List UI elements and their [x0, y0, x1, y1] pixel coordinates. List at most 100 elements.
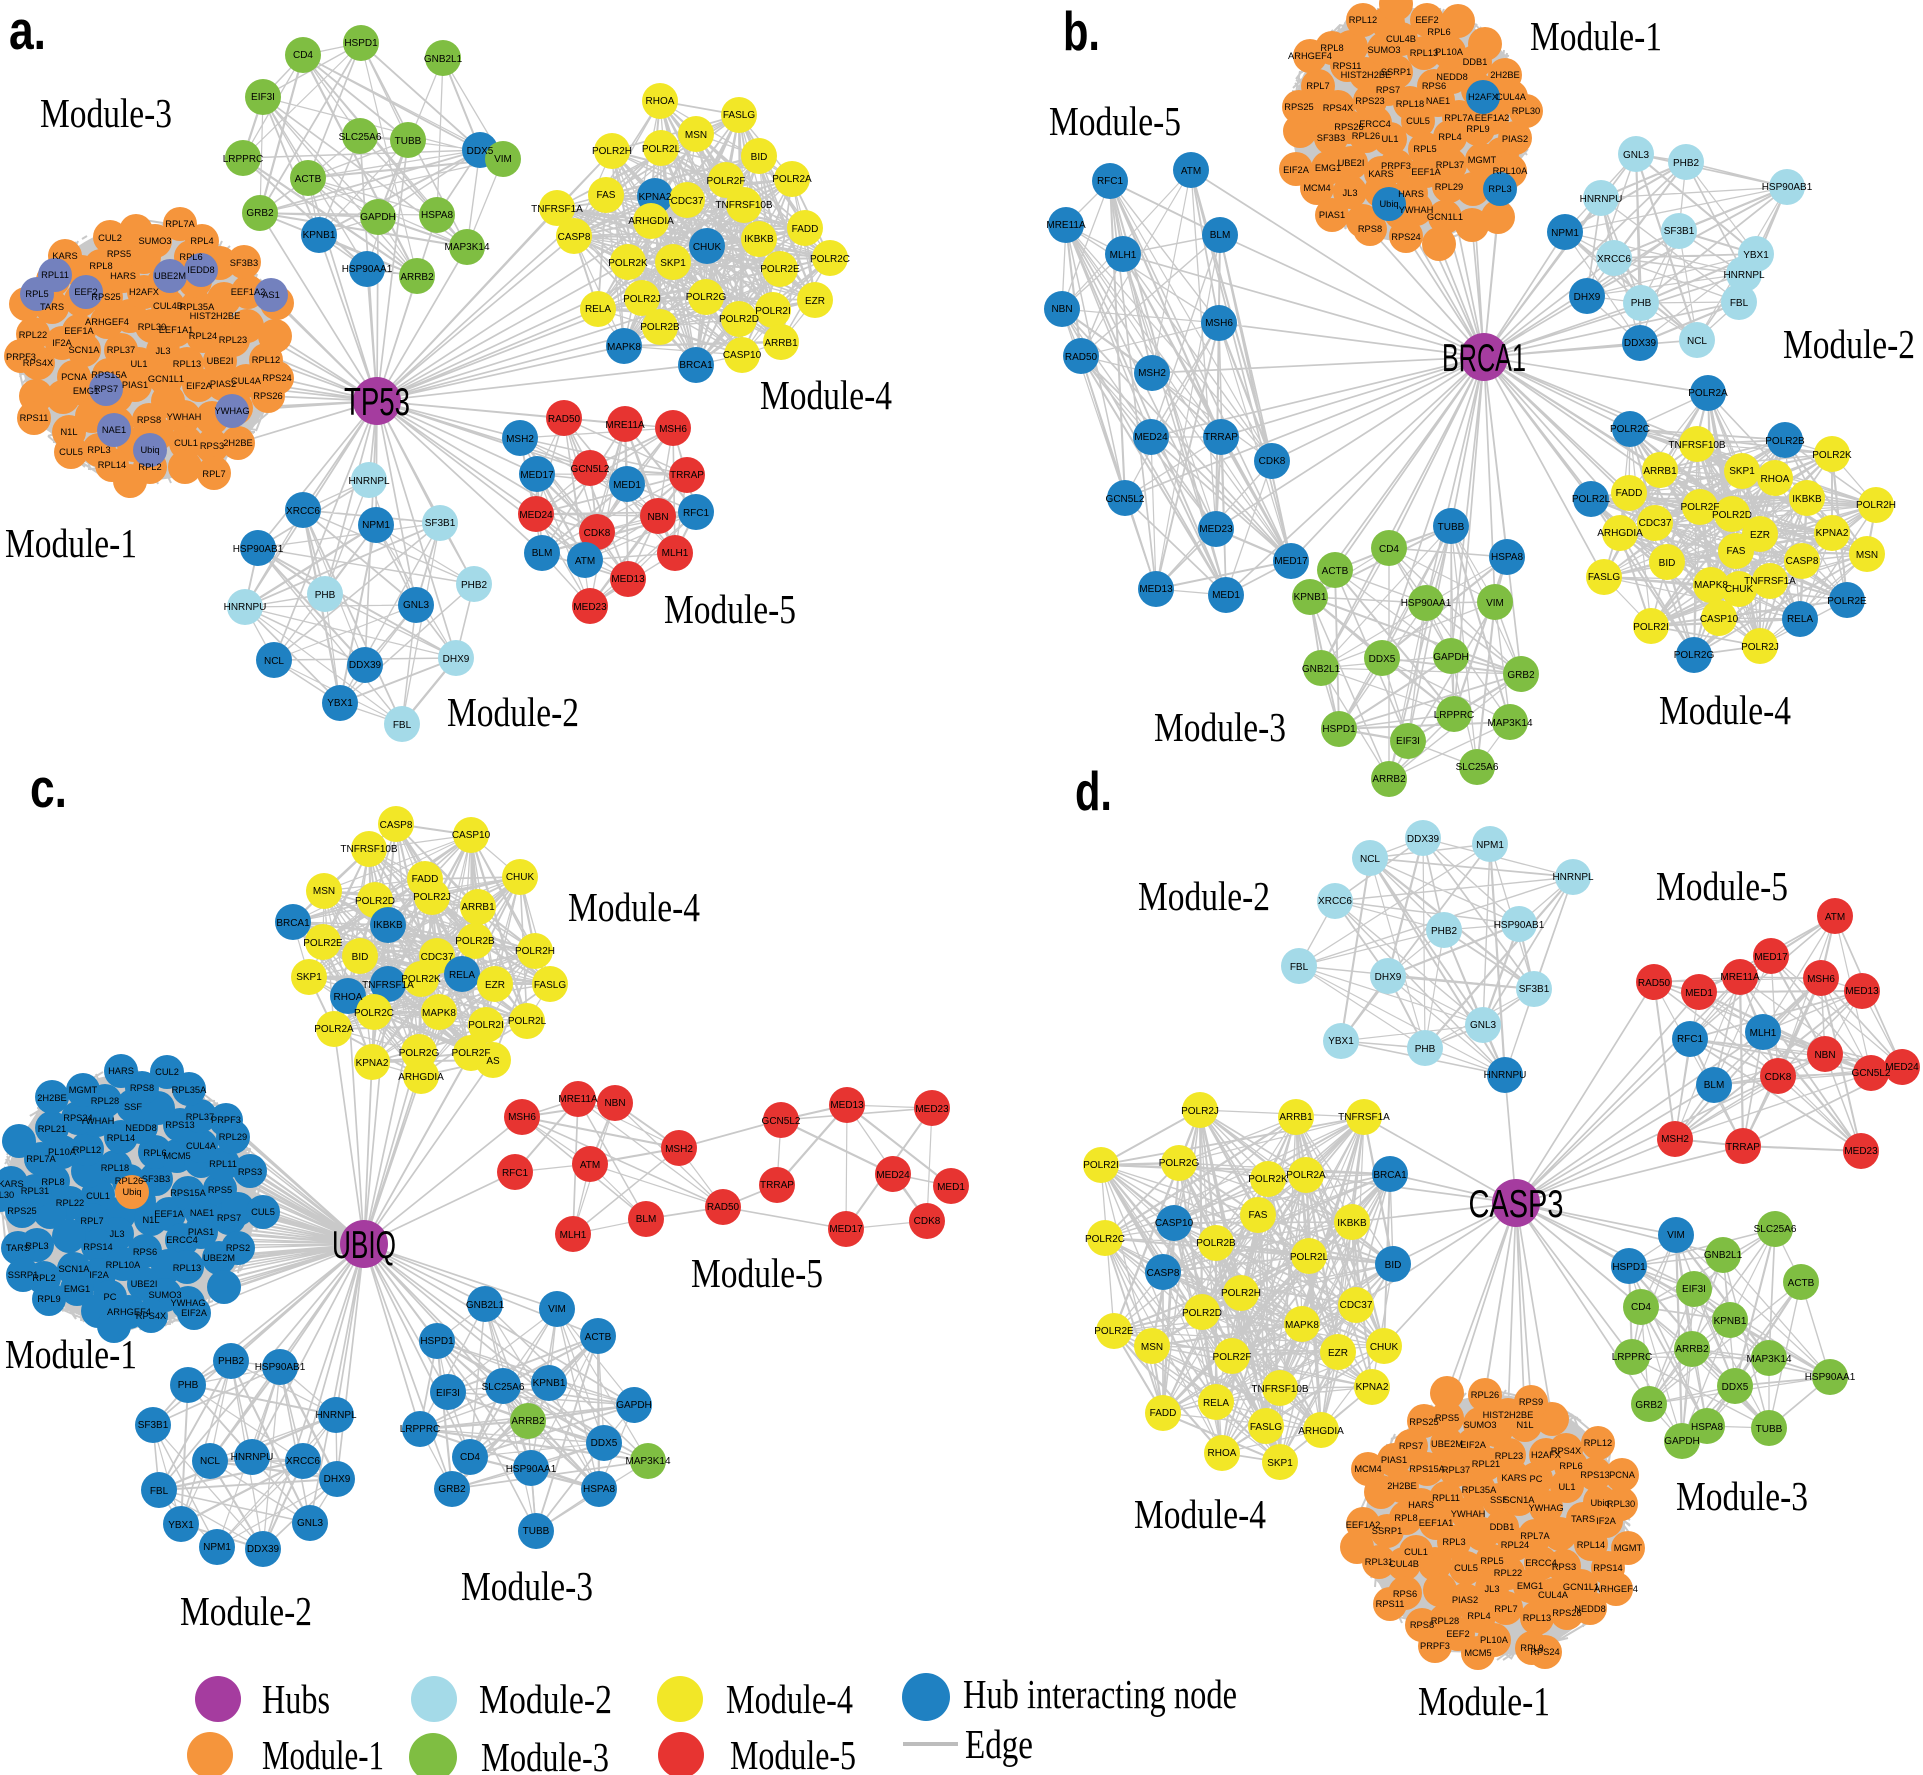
svg-text:POLR2C: POLR2C [354, 1008, 394, 1019]
svg-text:AS1: AS1 [262, 290, 280, 300]
svg-text:GCN5L2: GCN5L2 [1106, 494, 1145, 505]
svg-text:YBX1: YBX1 [168, 1520, 194, 1531]
svg-text:RPS7: RPS7 [1376, 85, 1400, 95]
svg-text:CDC37: CDC37 [671, 196, 704, 207]
svg-text:PIAS1: PIAS1 [1381, 1455, 1407, 1465]
svg-text:NCL: NCL [1687, 336, 1707, 347]
svg-text:TNFRSF10B: TNFRSF10B [340, 844, 398, 855]
svg-text:POLR2I: POLR2I [1083, 1160, 1119, 1171]
svg-text:RHOA: RHOA [646, 96, 675, 107]
svg-text:PRPF3: PRPF3 [211, 1115, 241, 1125]
svg-text:RPS26: RPS26 [253, 391, 282, 401]
svg-text:MSN: MSN [313, 886, 335, 897]
svg-text:RPL5: RPL5 [25, 289, 48, 299]
svg-text:RHOA: RHOA [1761, 474, 1790, 485]
svg-text:Module-2: Module-2 [447, 689, 579, 735]
svg-text:RPL6: RPL6 [179, 252, 202, 262]
svg-text:RAD50: RAD50 [1638, 978, 1671, 989]
svg-text:TNFRSF10B: TNFRSF10B [1668, 440, 1726, 451]
svg-text:RPL14: RPL14 [107, 1133, 135, 1143]
svg-text:KPNB1: KPNB1 [303, 230, 336, 241]
svg-text:TP53: TP53 [344, 381, 410, 424]
svg-text:RPL28: RPL28 [1431, 1616, 1459, 1626]
svg-text:MCM5: MCM5 [163, 1151, 190, 1161]
svg-text:RPL3: RPL3 [25, 1241, 48, 1251]
svg-text:IKBKB: IKBKB [744, 234, 774, 245]
svg-text:UBE2I: UBE2I [131, 1279, 158, 1289]
svg-text:FAS: FAS [597, 190, 616, 201]
svg-text:HNRNPU: HNRNPU [1484, 1070, 1527, 1081]
svg-text:NEDD8: NEDD8 [1436, 72, 1468, 82]
svg-text:RELA: RELA [1203, 1398, 1229, 1409]
svg-text:POLR2L: POLR2L [1572, 494, 1611, 505]
svg-text:PHB: PHB [315, 590, 336, 601]
svg-text:GRB2: GRB2 [1507, 670, 1535, 681]
svg-text:POLR2H: POLR2H [592, 146, 632, 157]
svg-text:POLR2G: POLR2G [399, 1048, 440, 1059]
svg-text:RPL8: RPL8 [1394, 1513, 1417, 1523]
svg-text:NPM1: NPM1 [1551, 228, 1579, 239]
svg-text:UBIQ: UBIQ [332, 1224, 396, 1267]
svg-text:RPL14: RPL14 [1577, 1540, 1605, 1550]
svg-text:CUL4A: CUL4A [186, 1141, 217, 1151]
svg-text:c.: c. [30, 757, 67, 819]
svg-text:BRCA1: BRCA1 [1373, 1170, 1407, 1181]
svg-text:RPS7: RPS7 [94, 384, 118, 394]
svg-text:ARRB1: ARRB1 [764, 338, 798, 349]
svg-text:EEF1A2: EEF1A2 [1475, 113, 1510, 123]
svg-text:RPL3: RPL3 [1442, 1537, 1465, 1547]
svg-text:POLR2E: POLR2E [303, 938, 343, 949]
svg-text:RPS3: RPS3 [200, 441, 224, 451]
svg-text:XRCC6: XRCC6 [286, 506, 320, 517]
svg-text:MED13: MED13 [1139, 584, 1173, 595]
svg-text:MED13: MED13 [830, 1100, 864, 1111]
svg-text:RPL7A: RPL7A [26, 1154, 56, 1164]
svg-text:CASP8: CASP8 [1147, 1268, 1180, 1279]
svg-text:EEF1A: EEF1A [1411, 167, 1441, 177]
svg-text:ACTB: ACTB [295, 174, 322, 185]
svg-text:SCN1A: SCN1A [1503, 1495, 1535, 1505]
svg-text:MED24: MED24 [1134, 432, 1168, 443]
svg-text:TUBB: TUBB [1438, 522, 1465, 533]
svg-text:POLR2J: POLR2J [413, 892, 451, 903]
svg-text:POLR2F: POLR2F [707, 176, 746, 187]
svg-text:CASP3: CASP3 [1469, 1183, 1564, 1226]
svg-text:FAS: FAS [1249, 1210, 1268, 1221]
svg-text:RPL10A: RPL10A [1493, 166, 1528, 176]
svg-text:MGMT: MGMT [1614, 1543, 1643, 1553]
svg-text:KPNB1: KPNB1 [1294, 592, 1327, 603]
svg-text:SKP1: SKP1 [296, 972, 322, 983]
svg-text:HIST2H2BE: HIST2H2BE [190, 311, 241, 321]
svg-text:BLM: BLM [1704, 1080, 1725, 1091]
svg-text:TRRAP: TRRAP [1726, 1142, 1760, 1153]
svg-text:KARS: KARS [0, 1179, 24, 1189]
svg-text:SSF: SSF [124, 1102, 142, 1112]
svg-text:MED13: MED13 [1845, 986, 1879, 997]
svg-text:BLM: BLM [636, 1214, 657, 1225]
svg-text:GCN5L2: GCN5L2 [762, 1116, 801, 1127]
svg-text:RHOA: RHOA [334, 992, 363, 1003]
svg-text:MSH6: MSH6 [508, 1112, 536, 1123]
svg-text:CASP10: CASP10 [723, 350, 762, 361]
svg-text:RPS24: RPS24 [1391, 232, 1420, 242]
svg-text:PIAS2: PIAS2 [210, 379, 236, 389]
svg-text:RELA: RELA [1787, 614, 1813, 625]
svg-text:EIF2A: EIF2A [1460, 1440, 1487, 1450]
svg-text:RPS15A: RPS15A [1409, 1464, 1445, 1474]
svg-text:DDX39: DDX39 [1624, 338, 1657, 349]
svg-text:POLR2F: POLR2F [452, 1048, 491, 1059]
svg-text:RPL3: RPL3 [87, 445, 110, 455]
svg-text:CUL2: CUL2 [98, 233, 122, 243]
svg-text:RPS25: RPS25 [91, 292, 120, 302]
svg-text:PIAS1: PIAS1 [122, 380, 148, 390]
svg-text:MED24: MED24 [876, 1170, 910, 1181]
svg-text:RELA: RELA [449, 970, 475, 981]
svg-text:PCNA: PCNA [61, 372, 88, 382]
svg-text:CUL4A: CUL4A [231, 376, 262, 386]
svg-text:RFC1: RFC1 [502, 1168, 529, 1179]
svg-text:POLR2B: POLR2B [1196, 1238, 1236, 1249]
svg-text:Module-2: Module-2 [180, 1588, 312, 1634]
svg-text:XRCC6: XRCC6 [1318, 896, 1352, 907]
svg-text:RPL22: RPL22 [56, 1198, 84, 1208]
svg-text:RPS9: RPS9 [1519, 1397, 1543, 1407]
